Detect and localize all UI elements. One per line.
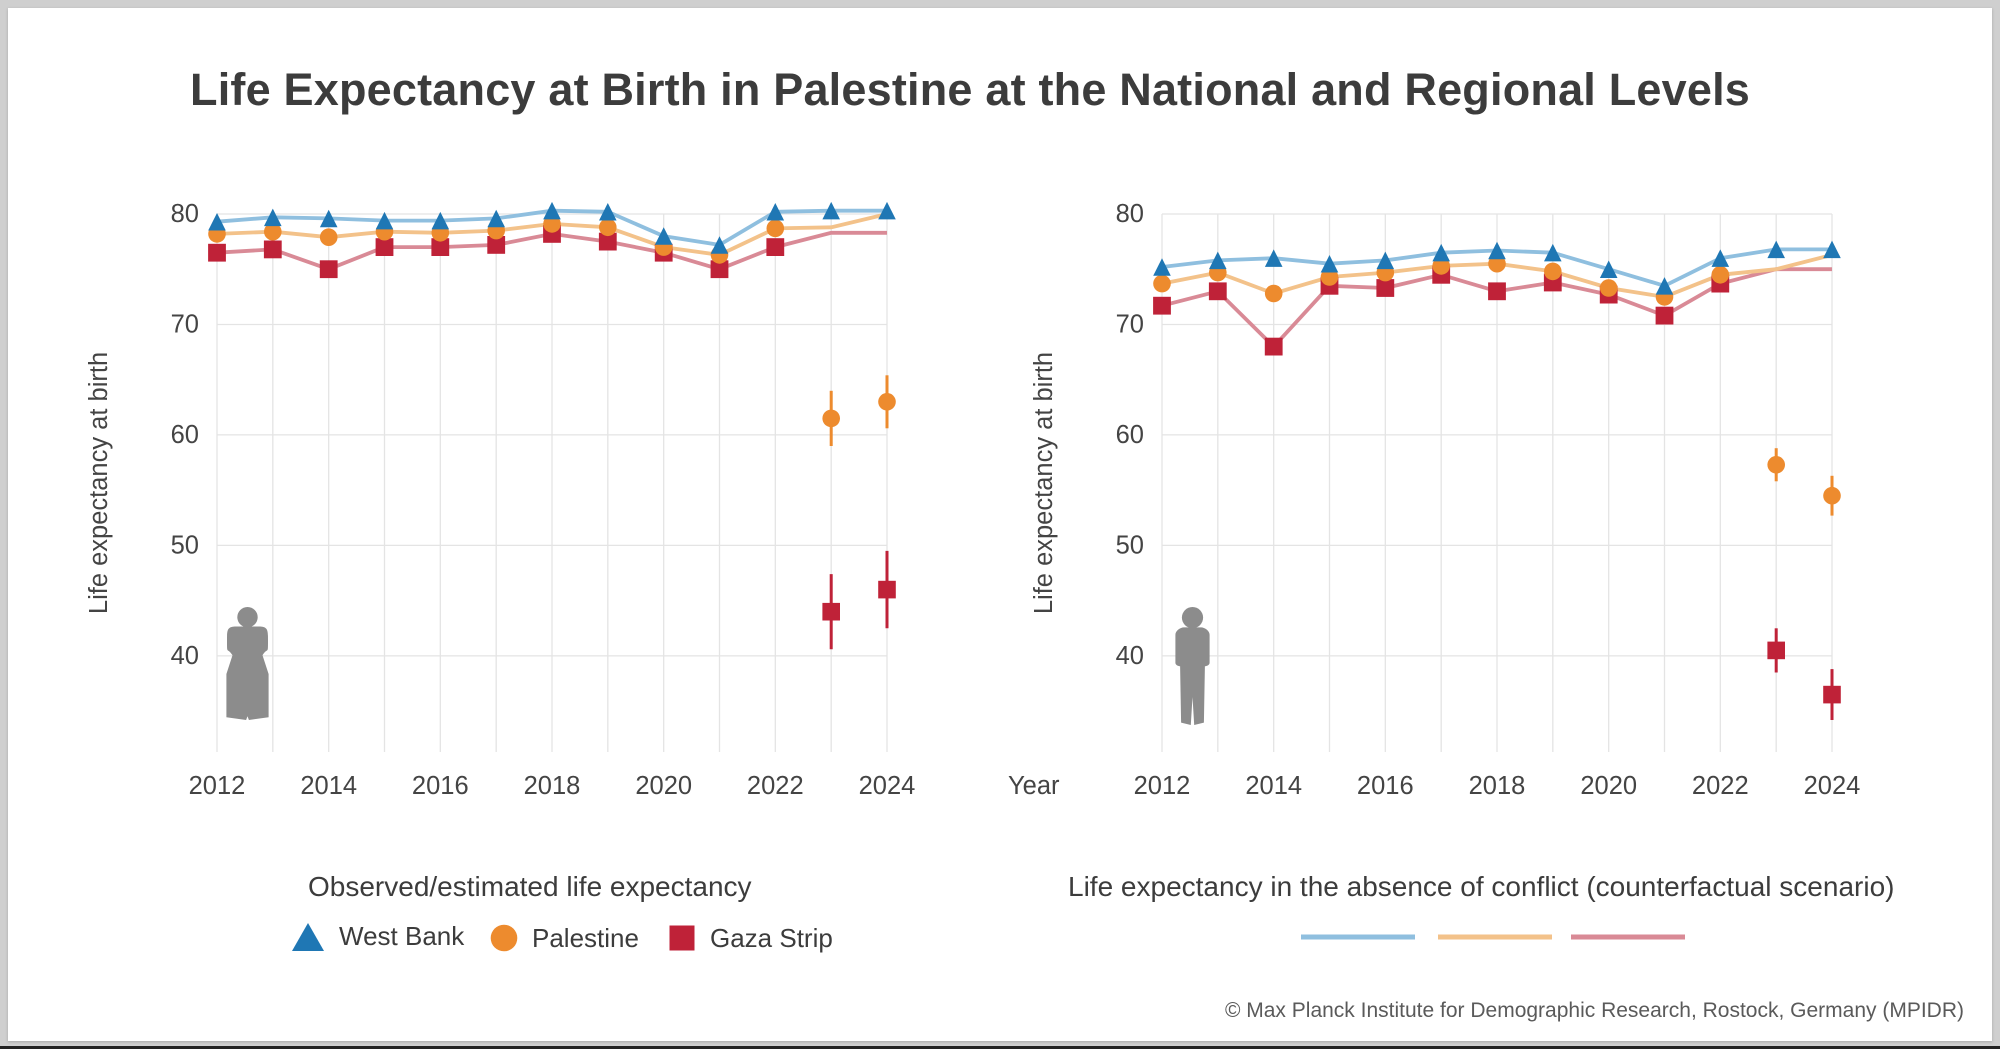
svg-text:2012: 2012 [189, 772, 246, 800]
svg-text:2020: 2020 [1580, 772, 1637, 800]
svg-text:80: 80 [171, 200, 199, 228]
svg-text:50: 50 [1116, 531, 1144, 559]
svg-text:2024: 2024 [1804, 772, 1861, 800]
svg-text:70: 70 [171, 311, 199, 339]
svg-text:60: 60 [1116, 421, 1144, 449]
svg-text:2018: 2018 [1469, 772, 1526, 800]
svg-text:70: 70 [1116, 311, 1144, 339]
svg-text:Life expectancy at birth: Life expectancy at birth [85, 352, 113, 614]
svg-text:80: 80 [1116, 200, 1144, 228]
svg-text:2012: 2012 [1134, 772, 1191, 800]
svg-text:60: 60 [171, 421, 199, 449]
svg-text:2016: 2016 [412, 772, 469, 800]
svg-text:50: 50 [171, 531, 199, 559]
svg-text:2016: 2016 [1357, 772, 1414, 800]
svg-text:2022: 2022 [747, 772, 804, 800]
svg-text:Life expectancy at birth: Life expectancy at birth [1030, 352, 1058, 614]
svg-text:2014: 2014 [1245, 772, 1302, 800]
svg-text:2024: 2024 [859, 772, 916, 800]
svg-text:40: 40 [171, 642, 199, 670]
svg-text:40: 40 [1116, 642, 1144, 670]
svg-text:Year: Year [1008, 772, 1060, 800]
svg-text:2022: 2022 [1692, 772, 1749, 800]
svg-text:2020: 2020 [635, 772, 692, 800]
svg-text:2014: 2014 [300, 772, 357, 800]
svg-text:2018: 2018 [524, 772, 581, 800]
